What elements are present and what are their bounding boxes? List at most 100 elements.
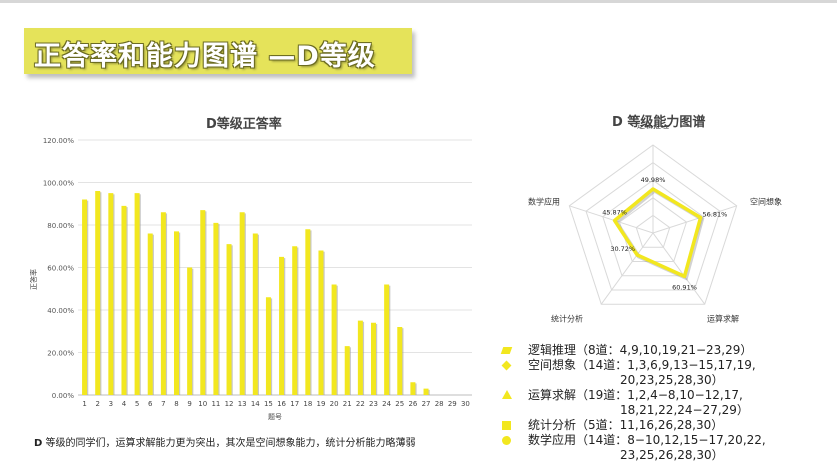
bar xyxy=(292,246,298,395)
legend-continuation: 20,23,25,28,30） xyxy=(620,373,724,387)
radar-value-label: 60.91% xyxy=(672,283,697,291)
bar xyxy=(95,191,101,395)
bar xyxy=(357,320,363,395)
radar-grid-ring xyxy=(585,161,721,291)
bar-chart-title: D等级正答率 xyxy=(206,117,282,132)
title-banner: 正答率和能力图谱 —D等级 xyxy=(24,28,412,74)
x-tick-label: 1 xyxy=(82,400,86,408)
radar-value-label: 45.87% xyxy=(602,209,627,217)
y-tick-label: 60.00% xyxy=(47,265,74,273)
note-text: 等级的同学们，运算求解能力更为突出，其次是空间想象能力，统计分析能力略薄弱 xyxy=(42,438,416,449)
radar-spoke xyxy=(600,232,654,305)
x-tick-label: 3 xyxy=(109,400,113,408)
note-prefix: D xyxy=(34,438,43,449)
bar xyxy=(160,212,166,395)
bar xyxy=(200,210,206,395)
bar-chart: 0.00% 20.00% 40.00% 60.00% 80.00% 100.00% 120.… xyxy=(29,137,472,421)
radar-spoke xyxy=(652,232,706,305)
radar-axis-label: 统计分析 xyxy=(551,314,583,324)
radar-value-label: 30.72% xyxy=(610,245,635,253)
bar xyxy=(252,233,258,395)
y-axis-title: 正答率 xyxy=(29,269,38,290)
x-tick-label: 22 xyxy=(356,400,365,408)
summary-note: D 等级的同学们，运算求解能力更为突出，其次是空间想象能力，统计分析能力略薄弱 xyxy=(34,434,416,449)
x-tick-label: 17 xyxy=(290,400,299,408)
radar-value-label: 56.81% xyxy=(703,211,728,219)
x-tick-label: 27 xyxy=(422,400,431,408)
x-tick-label: 20 xyxy=(330,400,339,408)
radar-chart-title: D 等级能力图谱 xyxy=(612,115,706,130)
bar xyxy=(384,284,390,395)
x-tick-label: 16 xyxy=(277,400,286,408)
x-tick-label: 19 xyxy=(317,400,326,408)
x-tick-label: 9 xyxy=(187,400,191,408)
y-tick-label: 80.00% xyxy=(47,222,74,230)
x-tick-label: 18 xyxy=(303,400,312,408)
radar-legend: 逻辑推理（8道：4,9,10,19,21−23,29） 空间想象（14道：1,3… xyxy=(500,343,802,463)
x-tick-label: 14 xyxy=(251,400,260,408)
y-tick-label: 100.00% xyxy=(43,180,74,188)
legend-detail: （19道：1,2,4−8,10−12,17, xyxy=(576,388,743,402)
x-tick-label: 10 xyxy=(198,400,207,408)
bar xyxy=(134,193,140,395)
bar xyxy=(410,382,416,395)
x-tick-label: 29 xyxy=(448,400,457,408)
x-tick-label: 2 xyxy=(95,400,99,408)
legend-continuation: 23,25,26,28,30） xyxy=(620,448,724,462)
radar-axis-label: 数学应用 xyxy=(528,196,560,206)
y-tick-label: 40.00% xyxy=(47,307,74,315)
banner-title: 正答率和能力图谱 —D等级 xyxy=(34,41,376,72)
bar xyxy=(147,233,153,395)
legend-item: 数学应用（14道：8−10,12,15−17,20,22, xyxy=(502,433,802,447)
bar xyxy=(187,267,193,395)
y-tick-label: 20.00% xyxy=(47,350,74,358)
bar xyxy=(423,388,429,395)
bar xyxy=(305,229,311,395)
radar-series-line xyxy=(612,187,703,279)
x-tick-label: 26 xyxy=(408,400,417,408)
legend-detail: （5道：11,16,26,28,30） xyxy=(576,418,724,432)
radar-grid-ring xyxy=(602,179,704,277)
radar-chart: 49.98% 56.81% 60.91% 30.72% 45.87% 逻辑推理空间想象运算… xyxy=(528,125,782,324)
x-tick-label: 12 xyxy=(225,400,234,408)
x-tick-label: 30 xyxy=(461,400,470,408)
bar xyxy=(397,327,403,395)
x-tick-label: 7 xyxy=(161,400,165,408)
legend-name: 逻辑推理 xyxy=(528,343,577,357)
bar xyxy=(213,222,219,395)
legend-detail: （14道：1,3,6,9,13−15,17,19, xyxy=(576,358,756,372)
x-tick-label: 25 xyxy=(395,400,404,408)
x-tick-label: 21 xyxy=(343,400,352,408)
x-tick-label: 24 xyxy=(382,400,391,408)
bar xyxy=(174,231,179,395)
bar xyxy=(108,193,114,395)
bar xyxy=(331,284,337,395)
x-tick-label: 5 xyxy=(135,400,139,408)
legend-detail: （14道：8−10,12,15−17,20,22, xyxy=(576,433,766,447)
radar-grid-ring xyxy=(568,144,738,305)
bar xyxy=(82,199,88,395)
bar xyxy=(344,346,350,395)
y-tick-label: 0.00% xyxy=(52,392,75,400)
radar-value-label: 49.98% xyxy=(641,176,666,184)
radar-grid-ring xyxy=(635,214,671,248)
x-axis-title: 题号 xyxy=(268,413,282,421)
legend-name: 运算求解 xyxy=(528,388,577,402)
bar xyxy=(318,250,324,395)
legend-name: 统计分析 xyxy=(528,418,577,432)
legend-item: 运算求解（19道：1,2,4−8,10−12,17, xyxy=(502,388,802,402)
parallelogram-marker-icon xyxy=(500,347,513,354)
bar xyxy=(121,205,127,395)
bar xyxy=(265,297,271,395)
radar-spoke xyxy=(569,205,654,234)
bar xyxy=(226,244,232,395)
top-border-line xyxy=(0,0,837,3)
legend-continuation: 18,21,22,24−27,29） xyxy=(620,403,749,417)
x-tick-label: 15 xyxy=(264,400,273,408)
x-tick-label: 4 xyxy=(122,400,127,408)
x-tick-label: 11 xyxy=(211,400,220,408)
radar-spoke xyxy=(652,205,737,234)
radar-axis-label: 运算求解 xyxy=(707,314,739,324)
triangle-marker-icon xyxy=(502,390,512,399)
legend-name: 空间想象 xyxy=(528,358,577,372)
